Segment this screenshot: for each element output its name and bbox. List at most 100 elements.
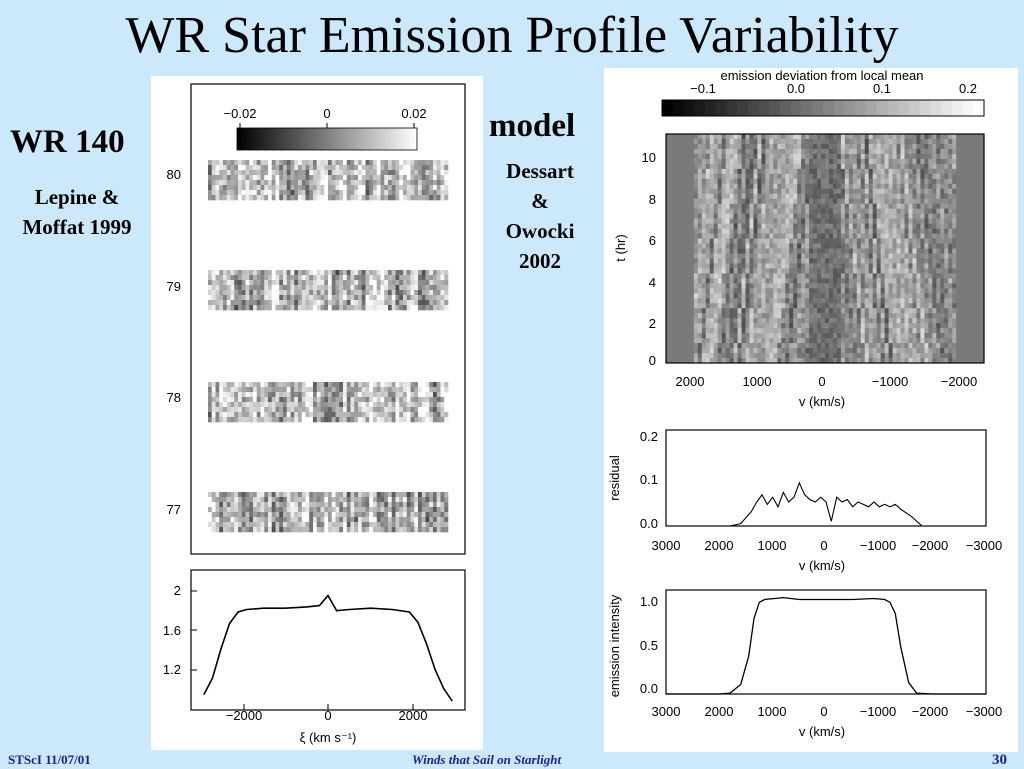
heatmap-cell: [797, 293, 801, 298]
heatmap-cell: [960, 303, 964, 308]
spectrum-pixel: [219, 170, 223, 175]
heatmap-cell: [789, 199, 793, 204]
spectrum-pixel: [291, 492, 295, 497]
heatmap-cell: [821, 293, 825, 298]
spectrum-pixel: [384, 397, 388, 402]
heatmap-cell: [841, 263, 845, 268]
heatmap-cell: [809, 169, 813, 174]
heatmap-cell: [813, 244, 817, 249]
heatmap-cell: [932, 278, 936, 283]
spectrum-pixel: [268, 522, 272, 527]
spectrum-pixel: [223, 417, 227, 422]
heatmap-cell: [730, 249, 734, 254]
heatmap-cell: [865, 134, 869, 139]
heatmap-cell: [789, 229, 793, 234]
spectrum-pixel: [396, 522, 400, 527]
colorbar-step: [898, 100, 909, 116]
heatmap-cell: [841, 199, 845, 204]
spectrum-pixel: [396, 195, 400, 200]
heatmap-cell: [857, 149, 861, 154]
spectrum-pixel: [433, 397, 437, 402]
heatmap-cell: [690, 273, 694, 278]
heatmap-cell: [976, 174, 980, 179]
spectrum-pixel: [313, 280, 317, 285]
spectrum-pixel: [407, 295, 411, 300]
heatmap-cell: [912, 209, 916, 214]
heatmap-cell: [944, 249, 948, 254]
spectrum-pixel: [231, 517, 235, 522]
heatmap-cell: [678, 293, 682, 298]
spectrum-pixel: [373, 512, 377, 517]
spectrum-pixel: [298, 407, 302, 412]
spectrum-pixel: [418, 185, 422, 190]
spectrum-pixel: [366, 412, 370, 417]
heatmap-cell: [932, 184, 936, 189]
heatmap-cell: [738, 303, 742, 308]
heatmap-cell: [924, 224, 928, 229]
spectrum-pixel: [231, 402, 235, 407]
heatmap-cell: [893, 169, 897, 174]
profile-plot-frame: [191, 570, 465, 710]
heatmap-cell: [920, 164, 924, 169]
dynamic-spectrum-frame: [191, 84, 465, 554]
heatmap-cell: [761, 179, 765, 184]
heatmap-cell: [738, 293, 742, 298]
spectrum-pixel: [238, 492, 242, 497]
heatmap-cell: [694, 179, 698, 184]
spectrum-pixel: [354, 387, 358, 392]
spectrum-pixel: [418, 170, 422, 175]
heatmap-cell: [920, 224, 924, 229]
heatmap-cell: [753, 283, 757, 288]
spectrum-pixel: [332, 527, 336, 532]
spectrum-pixel: [437, 492, 441, 497]
heatmap-cell: [857, 249, 861, 254]
spectrum-pixel: [219, 275, 223, 280]
spectrum-pixel: [411, 175, 415, 180]
spectrum-pixel: [242, 517, 246, 522]
spectrum-pixel: [373, 412, 377, 417]
spectrum-pixel: [306, 285, 310, 290]
heatmap-cell: [881, 298, 885, 303]
spectrum-pixel: [309, 175, 313, 180]
spectrum-pixel: [332, 387, 336, 392]
heatmap-cell: [956, 229, 960, 234]
spectrum-pixel: [336, 502, 340, 507]
heatmap-cell: [853, 229, 857, 234]
spectrum-pixel: [418, 412, 422, 417]
spectrum-pixel: [392, 180, 396, 185]
heatmap-cell: [912, 298, 916, 303]
heatmap-cell: [960, 189, 964, 194]
heatmap-cell: [757, 164, 761, 169]
heatmap-cell: [781, 164, 785, 169]
spectrum-pixel: [332, 175, 336, 180]
heatmap-cell: [869, 273, 873, 278]
spectrum-pixel: [418, 417, 422, 422]
spectrum-pixel: [223, 285, 227, 290]
spectrum-pixel: [291, 497, 295, 502]
spectrum-pixel: [441, 285, 445, 290]
heatmap-cell: [749, 288, 753, 293]
spectrum-pixel: [321, 512, 325, 517]
spectrum-pixel: [279, 285, 283, 290]
heatmap-cell: [825, 214, 829, 219]
spectrum-pixel: [208, 305, 212, 310]
heatmap-cell: [813, 164, 817, 169]
spectrum-pixel: [324, 417, 328, 422]
spectrum-pixel: [212, 185, 216, 190]
heatmap-cell: [964, 209, 968, 214]
heatmap-cell: [813, 268, 817, 273]
heatmap-cell: [912, 224, 916, 229]
heatmap-cell: [877, 249, 881, 254]
heatmap-cell: [841, 144, 845, 149]
spectrum-pixel: [261, 402, 265, 407]
heatmap-cell: [773, 234, 777, 239]
heatmap-cell: [706, 283, 710, 288]
spectrum-pixel: [403, 517, 407, 522]
heatmap-cell: [718, 149, 722, 154]
heatmap-cell: [769, 298, 773, 303]
heatmap-cell: [849, 288, 853, 293]
heatmap-cell: [702, 224, 706, 229]
spectrum-pixel: [268, 195, 272, 200]
heatmap-cell: [908, 234, 912, 239]
heatmap-cell: [829, 209, 833, 214]
